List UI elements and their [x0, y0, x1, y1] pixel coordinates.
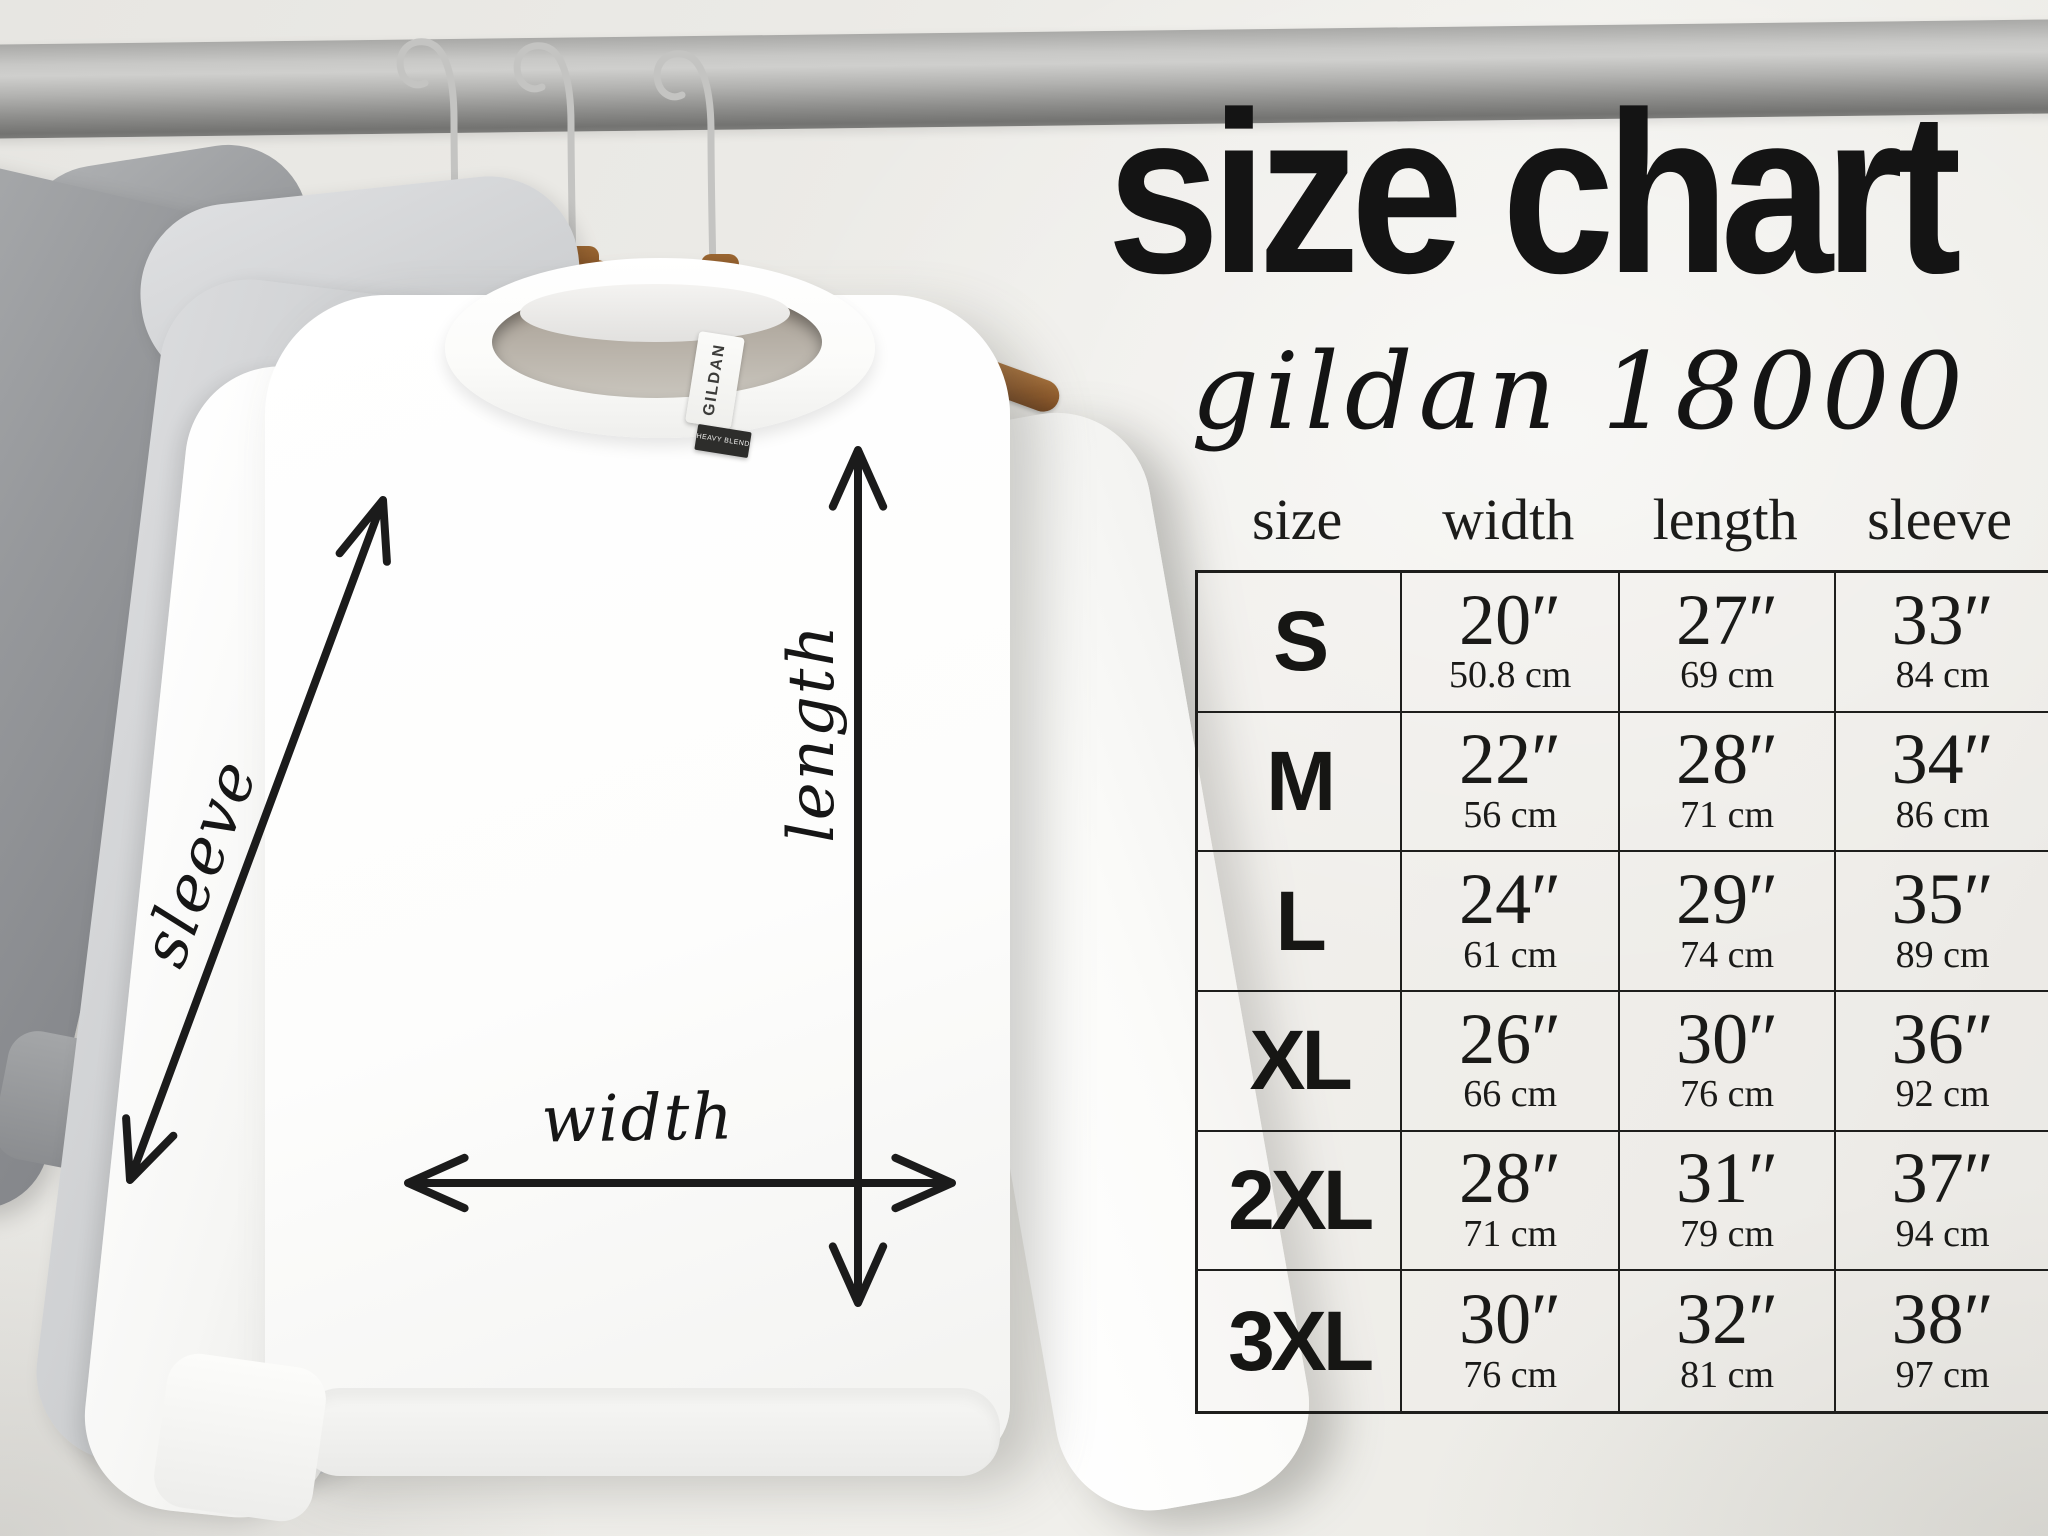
sleeve-cell: 34″ 86 cm: [1836, 713, 2048, 851]
width-cm: 71 cm: [1463, 1212, 1558, 1255]
length-cm: 69 cm: [1680, 654, 1775, 697]
column-header-size: size: [1252, 487, 1343, 552]
table-row: XL 26″ 66 cm 30″ 76 cm 36″ 92 cm: [1198, 992, 2048, 1132]
sleeve-inches: 33″: [1891, 579, 1994, 660]
length-cell: 30″ 76 cm: [1620, 992, 1837, 1130]
sweatshirt-cuff: [149, 1349, 331, 1526]
width-inches: 20″: [1459, 579, 1562, 660]
width-inches: 30″: [1459, 1279, 1562, 1360]
table-row: M 22″ 56 cm 28″ 71 cm 34″ 86 cm: [1198, 712, 2048, 853]
length-cell: 27″ 69 cm: [1620, 573, 1837, 711]
sleeve-cm: 89 cm: [1895, 933, 1990, 976]
sleeve-cm: 86 cm: [1895, 793, 1990, 836]
length-cm: 71 cm: [1680, 793, 1775, 836]
width-label: width: [540, 1080, 736, 1158]
width-inches: 24″: [1459, 859, 1562, 940]
width-cell: 24″ 61 cm: [1402, 852, 1621, 990]
sleeve-cell: 33″ 84 cm: [1836, 573, 2048, 711]
column-header-length: length: [1652, 487, 1798, 552]
sleeve-cell: 35″ 89 cm: [1836, 852, 2048, 990]
sleeve-inches: 36″: [1891, 998, 1994, 1079]
size-cell: S: [1198, 573, 1403, 711]
width-cell: 30″ 76 cm: [1402, 1271, 1621, 1411]
width-cm: 50.8 cm: [1448, 654, 1572, 697]
length-cell: 29″ 74 cm: [1620, 852, 1837, 990]
length-cell: 28″ 71 cm: [1620, 712, 1837, 851]
length-cm: 74 cm: [1680, 933, 1775, 976]
sleeve-cm: 94 cm: [1895, 1212, 1990, 1255]
table-row: 3XL 30″ 76 cm 32″ 81 cm 38″ 97 cm: [1198, 1271, 2048, 1411]
sleeve-cm: 92 cm: [1895, 1073, 1990, 1116]
sleeve-inches: 37″: [1891, 1138, 1994, 1219]
width-inches: 22″: [1459, 719, 1562, 800]
sleeve-inches: 38″: [1891, 1279, 1994, 1360]
sweatshirt-body: [265, 295, 1010, 1465]
table-header-row: size width length sleeve: [1195, 486, 2046, 553]
size-cell: M: [1198, 712, 1403, 851]
size-cell: XL: [1198, 992, 1403, 1130]
column-header-width: width: [1442, 487, 1575, 552]
width-cell: 22″ 56 cm: [1402, 712, 1621, 851]
table-row: 2XL 28″ 71 cm 31″ 79 cm 37″ 94 cm: [1198, 1131, 2048, 1272]
length-inches: 27″: [1676, 579, 1779, 660]
width-cm: 76 cm: [1463, 1353, 1558, 1396]
sleeve-cell: 38″ 97 cm: [1836, 1271, 2048, 1411]
page-subtitle: gildan 18000: [1191, 330, 1969, 453]
sweatshirt-hem: [300, 1388, 1000, 1476]
sleeve-cell: 37″ 94 cm: [1836, 1132, 2048, 1270]
length-cm: 76 cm: [1680, 1073, 1775, 1116]
width-cm: 61 cm: [1463, 933, 1558, 976]
sleeve-cm: 84 cm: [1895, 654, 1990, 697]
width-cm: 66 cm: [1463, 1073, 1558, 1116]
size-cell: L: [1198, 852, 1403, 990]
length-inches: 28″: [1676, 719, 1779, 800]
sleeve-inches: 35″: [1891, 859, 1994, 940]
brand-label: GILDAN: [700, 342, 729, 418]
length-cm: 79 cm: [1680, 1212, 1775, 1255]
width-inches: 26″: [1459, 998, 1562, 1079]
width-cell: 26″ 66 cm: [1402, 992, 1621, 1130]
sleeve-cell: 36″ 92 cm: [1836, 992, 2048, 1130]
table-row: S 20″ 50.8 cm 27″ 69 cm 33″ 84 cm: [1198, 573, 2048, 713]
width-inches: 28″: [1459, 1138, 1562, 1219]
table-row: L 24″ 61 cm 29″ 74 cm 35″ 89 cm: [1198, 852, 2048, 992]
length-label: length: [775, 623, 849, 843]
column-header-sleeve: sleeve: [1867, 487, 2013, 552]
sleeve-inches: 34″: [1891, 719, 1994, 800]
collar-back-fabric: [520, 284, 790, 342]
length-inches: 32″: [1676, 1279, 1779, 1360]
size-cell: 3XL: [1198, 1271, 1403, 1411]
width-cell: 20″ 50.8 cm: [1402, 573, 1621, 711]
length-cell: 31″ 79 cm: [1620, 1131, 1837, 1270]
width-cm: 56 cm: [1463, 793, 1558, 836]
length-inches: 29″: [1676, 859, 1779, 940]
length-cell: 32″ 81 cm: [1620, 1271, 1837, 1411]
length-cm: 81 cm: [1680, 1353, 1775, 1396]
sleeve-cm: 97 cm: [1895, 1353, 1990, 1396]
width-cell: 28″ 71 cm: [1402, 1131, 1621, 1270]
page-title: size chart: [1107, 64, 1962, 321]
length-inches: 30″: [1676, 998, 1779, 1079]
size-cell: 2XL: [1198, 1131, 1403, 1270]
size-table: S 20″ 50.8 cm 27″ 69 cm 33″ 84 cm M 22″ …: [1195, 570, 2048, 1414]
length-inches: 31″: [1676, 1138, 1779, 1219]
